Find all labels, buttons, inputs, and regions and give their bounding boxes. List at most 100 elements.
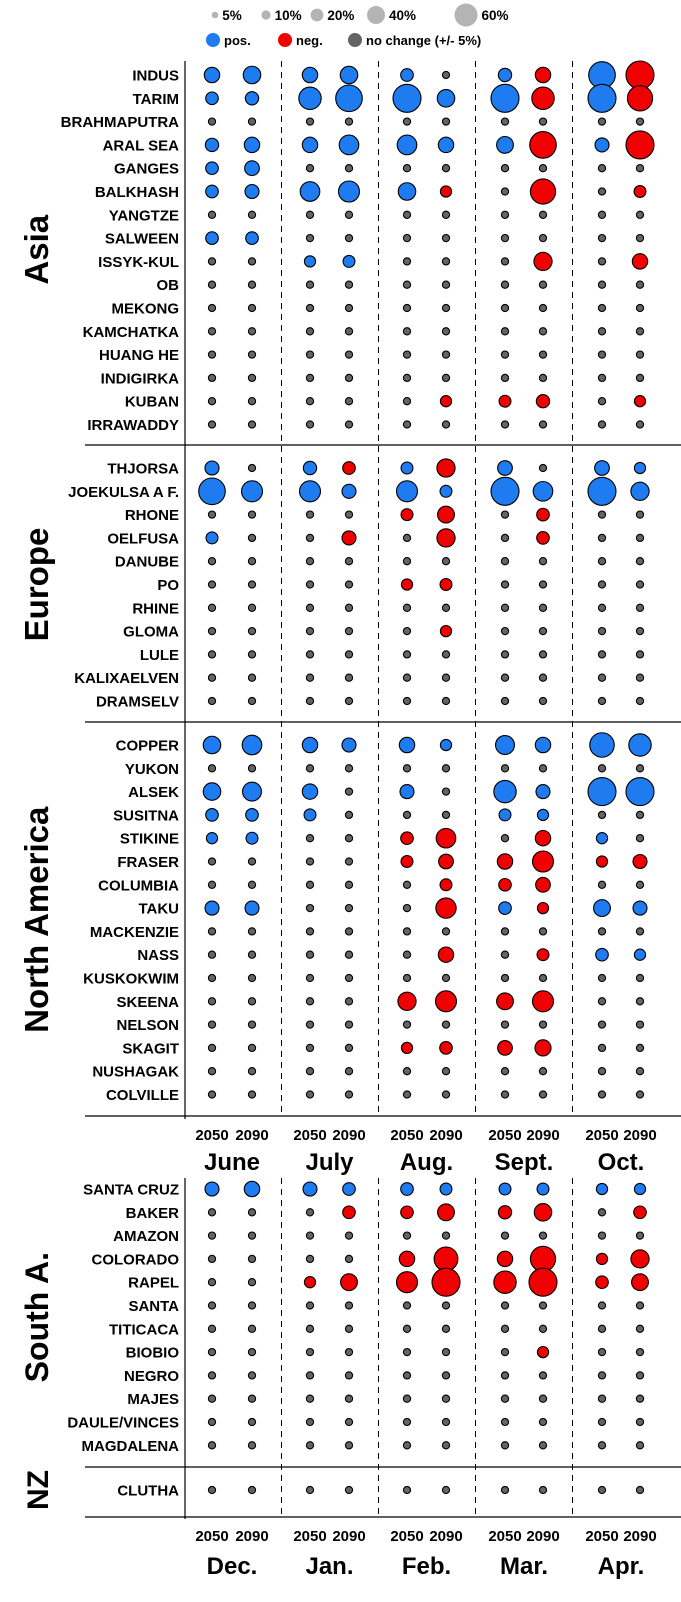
river-label-salween: SALWEEN	[105, 231, 179, 248]
year-label-bottom-7: 2090	[526, 1528, 559, 1545]
legend-size-label-20: 20%	[327, 8, 354, 23]
bubble-nushagak-0	[207, 1067, 217, 1076]
bubble-issyk-kul-3	[342, 254, 356, 268]
bubble-alsek-7	[535, 784, 551, 800]
bubble-lule-3	[344, 650, 354, 659]
bubble-santa-cruz-9	[633, 1182, 647, 1196]
bubble-nushagak-8	[597, 1067, 607, 1076]
bubble-mackenzie-9	[635, 927, 645, 936]
bubble-susitna-7	[536, 808, 550, 822]
bubble-mackenzie-8	[597, 927, 607, 936]
bubble-titicaca-6	[500, 1324, 510, 1333]
bubble-baker-2	[305, 1208, 315, 1217]
bubble-susitna-0	[205, 808, 219, 822]
bubble-kalixaelven-6	[500, 673, 510, 682]
bubble-aral-sea-0	[204, 137, 220, 153]
bubble-fraser-3	[344, 857, 354, 866]
bubble-colorado-6	[496, 1250, 514, 1268]
bubble-kuskokwim-0	[207, 973, 217, 983]
bubble-kamchatka-9	[635, 327, 645, 336]
bubble-nass-9	[633, 948, 647, 961]
bubble-kuskokwim-8	[597, 973, 607, 983]
bubble-magdalena-3	[344, 1441, 354, 1450]
bubble-kuban-1	[247, 397, 257, 406]
bubble-mackenzie-7	[538, 927, 548, 936]
bubble-rhone-8	[597, 510, 607, 519]
bubble-huang-he-3	[344, 350, 354, 359]
bubble-clutha-9	[635, 1485, 645, 1495]
bubble-colorado-5	[433, 1246, 459, 1272]
river-label-thjorsa: THJORSA	[107, 461, 179, 478]
bubble-kalixaelven-7	[538, 673, 548, 682]
bubble-aral-sea-4	[396, 134, 418, 156]
bubble-balkhash-8	[597, 187, 607, 196]
bubble-mekong-8	[597, 303, 607, 313]
bubble-rapel-0	[207, 1278, 217, 1287]
bubble-dramselv-6	[500, 696, 510, 706]
bubble-susitna-9	[635, 810, 645, 820]
bubble-copper-6	[494, 734, 515, 755]
bubble-baker-8	[597, 1208, 607, 1217]
bubble-joekulsa-a-f-3	[341, 483, 357, 499]
bubble-ob-3	[344, 280, 354, 289]
bubble-amazon-9	[635, 1231, 645, 1240]
bubble-columbia-0	[207, 880, 217, 889]
bubble-nushagak-3	[344, 1067, 354, 1076]
bubble-rapel-1	[247, 1278, 257, 1287]
bubble-ob-2	[305, 280, 315, 289]
bubble-magdalena-0	[207, 1441, 217, 1450]
bubble-stikine-8	[595, 832, 609, 845]
bubble-lule-7	[538, 650, 548, 659]
bubble-dramselv-7	[538, 696, 548, 706]
bubble-majes-0	[207, 1394, 217, 1403]
bubble-irrawaddy-1	[247, 420, 257, 429]
bubble-amazon-4	[402, 1231, 412, 1240]
bubble-ob-1	[247, 280, 257, 289]
bubble-columbia-2	[305, 880, 315, 889]
bubble-brahmaputra-1	[247, 117, 257, 126]
bubble-joekulsa-a-f-0	[198, 477, 226, 506]
river-label-dramselv: DRAMSELV	[96, 694, 179, 711]
bubble-mekong-0	[207, 303, 217, 313]
river-label-irrawaddy: IRRAWADDY	[87, 417, 179, 434]
bubble-yukon-5	[441, 764, 451, 773]
bubble-taku-4	[402, 903, 412, 913]
bubble-negro-6	[500, 1371, 510, 1380]
bubble-taku-2	[305, 903, 315, 913]
bubble-colville-9	[635, 1090, 645, 1099]
bubble-rhone-6	[500, 510, 510, 519]
river-label-issyk-kul: ISSYK-KUL	[98, 254, 179, 271]
bubble-dramselv-3	[344, 696, 354, 706]
legend-color-label-pos: pos.	[224, 33, 251, 48]
bubble-danube-3	[344, 557, 354, 566]
bubble-kamchatka-6	[500, 327, 510, 336]
bubble-ob-4	[402, 280, 412, 289]
bubble-copper-7	[534, 736, 552, 754]
river-label-mackenzie: MACKENZIE	[90, 924, 179, 941]
bubble-irrawaddy-8	[597, 420, 607, 429]
bubble-indigirka-4	[402, 373, 412, 383]
bubble-rhone-9	[635, 510, 645, 519]
bubble-titicaca-8	[597, 1324, 607, 1333]
bubble-titicaca-9	[635, 1324, 645, 1333]
bubble-salween-7	[538, 233, 548, 243]
bubble-indus-4	[400, 68, 414, 82]
bubble-rhone-4	[400, 508, 414, 522]
bubble-mackenzie-1	[247, 927, 257, 936]
bubble-brahmaputra-6	[500, 117, 510, 126]
bubble-fraser-6	[496, 853, 514, 870]
bubble-nass-2	[305, 950, 315, 959]
bubble-indus-2	[301, 66, 319, 84]
bubble-nelson-1	[247, 1020, 257, 1029]
river-label-stikine: STIKINE	[120, 831, 179, 848]
bubble-kuban-4	[402, 397, 412, 406]
bubble-balkhash-4	[397, 182, 417, 201]
bubble-thjorsa-2	[302, 460, 318, 476]
legend-color-label-none: no change (+/- 5%)	[366, 33, 481, 48]
month-label-bottom-apr: Apr.	[598, 1553, 645, 1580]
bubble-colville-4	[402, 1090, 412, 1099]
bubble-yangtze-3	[344, 210, 354, 219]
bubble-susitna-2	[303, 808, 317, 822]
bubble-ganges-7	[538, 164, 548, 173]
